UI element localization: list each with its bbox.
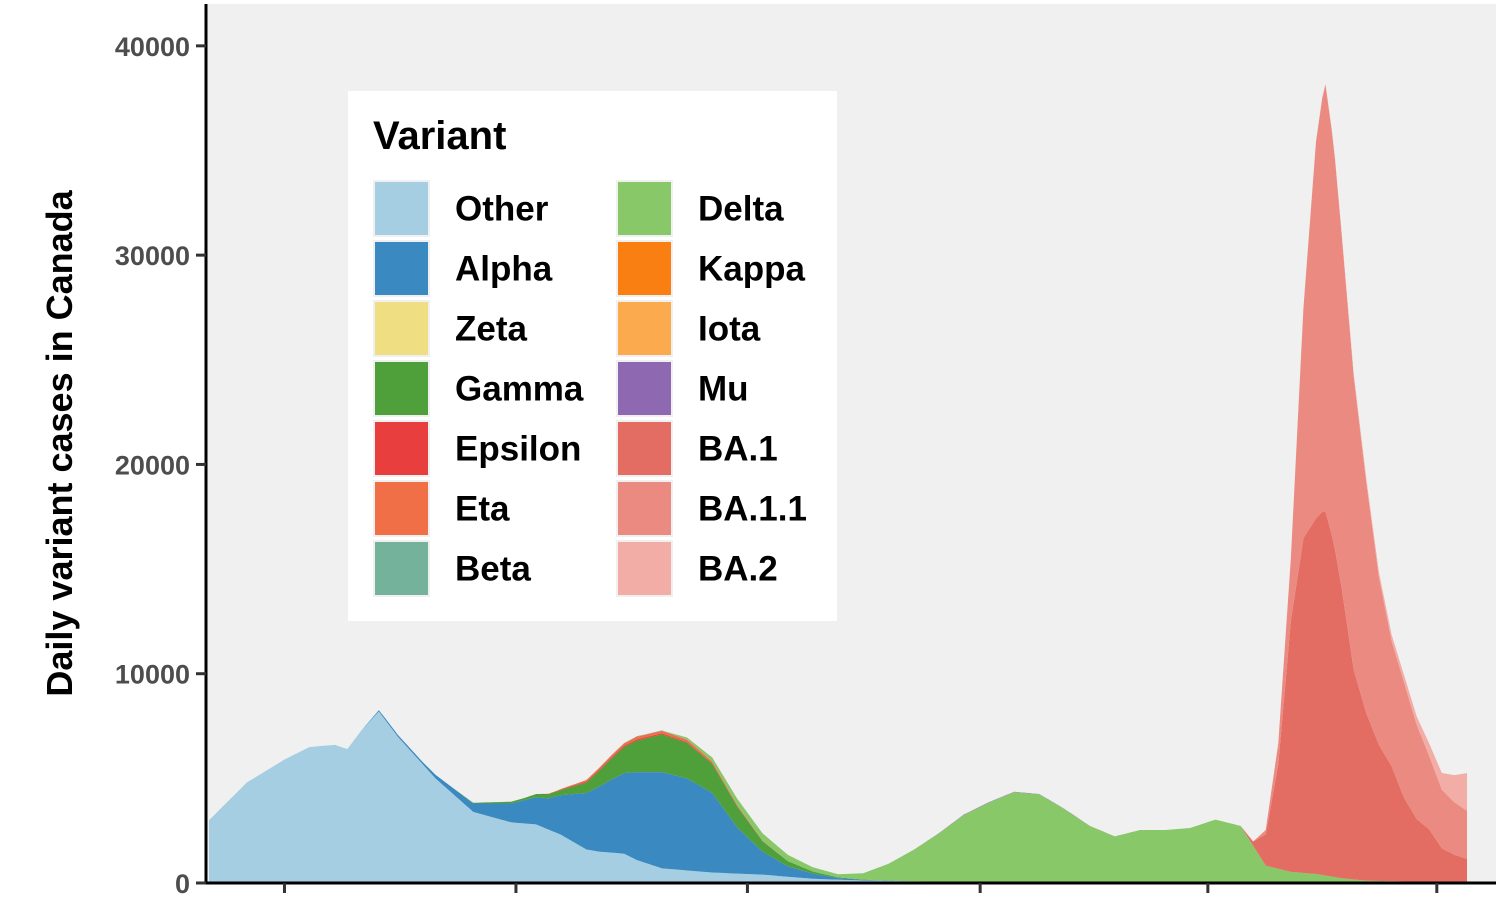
legend-label: BA.1 — [698, 430, 778, 469]
area-alpha — [209, 710, 1467, 883]
legend-swatch — [373, 360, 430, 417]
legend-item-eta: Eta — [373, 480, 510, 537]
legend-label: Eta — [455, 490, 510, 529]
legend-item-ba-2: BA.2 — [616, 540, 778, 597]
legend-item-epsilon: Epsilon — [373, 420, 581, 477]
legend-label: Gamma — [455, 370, 584, 409]
legend-item-delta: Delta — [616, 180, 784, 237]
legend-item-alpha: Alpha — [373, 240, 553, 297]
legend-swatch — [616, 480, 673, 537]
legend-label: Alpha — [455, 250, 553, 289]
x-axis-ticks — [282, 883, 1439, 893]
y-axis-title: Daily variant cases in Canada — [39, 189, 80, 696]
area-other — [209, 711, 1467, 883]
legend-swatch — [616, 420, 673, 477]
y-tick-label: 20000 — [115, 450, 190, 480]
legend-label: Delta — [698, 190, 784, 229]
legend-swatch — [616, 300, 673, 357]
legend-label: Kappa — [698, 250, 806, 289]
legend-swatch — [373, 300, 430, 357]
legend-item-mu: Mu — [616, 360, 749, 417]
y-axis-ticks: 0 10000 20000 30000 40000 — [115, 32, 206, 899]
legend-swatch — [373, 480, 430, 537]
legend: Variant Other Alpha Zeta Gamma Epsilon Eta Bet… — [348, 91, 837, 621]
area-ba-1 — [209, 511, 1467, 882]
legend-items: Other Alpha Zeta Gamma Epsilon Eta Beta Delta Ka… — [373, 180, 807, 597]
legend-item-gamma: Gamma — [373, 360, 584, 417]
legend-swatch — [616, 540, 673, 597]
legend-label: Mu — [698, 370, 749, 409]
legend-item-other: Other — [373, 180, 549, 237]
y-tick-label: 10000 — [115, 660, 190, 690]
legend-label: BA.2 — [698, 550, 778, 589]
legend-label: Iota — [698, 310, 761, 349]
legend-item-kappa: Kappa — [616, 240, 806, 297]
legend-swatch — [616, 360, 673, 417]
legend-item-iota: Iota — [616, 300, 761, 357]
legend-label: Other — [455, 190, 549, 229]
legend-item-beta: Beta — [373, 540, 531, 597]
legend-title: Variant — [373, 114, 506, 158]
legend-item-zeta: Zeta — [373, 300, 528, 357]
series-areas — [209, 83, 1467, 883]
legend-label: Zeta — [455, 310, 528, 349]
legend-item-ba-1-1: BA.1.1 — [616, 480, 807, 537]
legend-item-ba-1: BA.1 — [616, 420, 778, 477]
legend-label: Epsilon — [455, 430, 581, 469]
y-tick-label: 0 — [175, 869, 190, 899]
area-delta — [209, 710, 1467, 883]
legend-swatch — [373, 540, 430, 597]
legend-swatch — [616, 240, 673, 297]
legend-label: Beta — [455, 550, 531, 589]
legend-swatch — [373, 240, 430, 297]
axes — [204, 4, 1496, 885]
y-tick-label: 30000 — [115, 241, 190, 271]
legend-swatch — [616, 180, 673, 237]
legend-swatch — [373, 180, 430, 237]
legend-swatch — [373, 420, 430, 477]
legend-label: BA.1.1 — [698, 490, 807, 529]
y-tick-label: 40000 — [115, 32, 190, 62]
